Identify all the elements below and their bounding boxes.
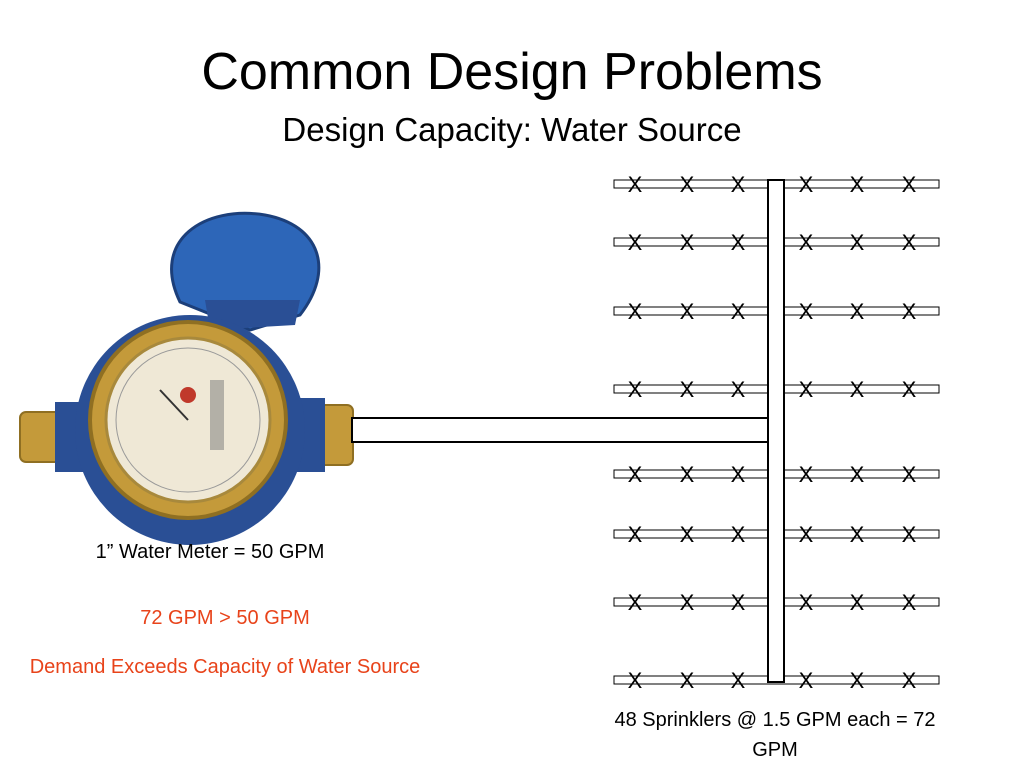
- sprinkler-head-marker: X: [902, 172, 917, 197]
- sprinkler-head-marker: X: [680, 522, 695, 547]
- sprinkler-head-marker: X: [731, 377, 746, 402]
- meter-capacity-label: 1” Water Meter = 50 GPM: [95, 541, 325, 563]
- demand-comparison: 72 GPM > 50 GPM: [140, 607, 310, 629]
- sprinkler-head-marker: X: [680, 462, 695, 487]
- demand-conclusion: Demand Exceeds Capacity of Water Source: [29, 656, 421, 678]
- sprinkler-head-marker: X: [628, 590, 643, 615]
- water-meter-image: [19, 211, 354, 545]
- sprinkler-head-marker: X: [731, 230, 746, 255]
- sprinkler-head-marker: X: [799, 230, 814, 255]
- sprinkler-grid: X X X X X X X X X X X X X X X X X X X X X X X X X X X X X X X X X X X X X X X X…: [613, 172, 940, 693]
- sprinkler-head-marker: X: [628, 230, 643, 255]
- sprinkler-head-marker: X: [902, 590, 917, 615]
- sprinkler-head-marker: X: [902, 462, 917, 487]
- sprinkler-head-marker: X: [680, 172, 695, 197]
- sprinkler-head-marker: X: [850, 230, 865, 255]
- sprinkler-head-marker: X: [850, 172, 865, 197]
- sprinkler-head-marker: X: [628, 299, 643, 324]
- sprinkler-head-marker: X: [731, 668, 746, 693]
- sprinkler-head-marker: X: [799, 172, 814, 197]
- sprinkler-head-marker: X: [850, 522, 865, 547]
- sprinkler-head-marker: X: [850, 299, 865, 324]
- sprinkler-head-marker: X: [628, 462, 643, 487]
- cross-main-riser: [767, 179, 785, 683]
- sprinkler-head-marker: X: [680, 377, 695, 402]
- sprinkler-head-marker: X: [799, 522, 814, 547]
- main-feed-pipe: [351, 417, 769, 443]
- sprinkler-head-marker: X: [628, 377, 643, 402]
- sprinkler-head-marker: X: [850, 590, 865, 615]
- sprinkler-head-marker: X: [799, 668, 814, 693]
- sprinkler-head-marker: X: [731, 172, 746, 197]
- sprinkler-head-marker: X: [628, 668, 643, 693]
- sprinkler-head-marker: X: [731, 590, 746, 615]
- sprinkler-head-marker: X: [902, 230, 917, 255]
- sprinkler-head-marker: X: [902, 668, 917, 693]
- sprinkler-head-marker: X: [731, 299, 746, 324]
- sprinkler-head-marker: X: [628, 522, 643, 547]
- sprinkler-head-marker: X: [850, 668, 865, 693]
- sprinkler-head-marker: X: [680, 230, 695, 255]
- sprinkler-head-marker: X: [902, 522, 917, 547]
- sprinkler-head-marker: X: [850, 377, 865, 402]
- slide-title: Common Design Problems: [201, 43, 823, 101]
- sprinkler-head-marker: X: [799, 299, 814, 324]
- sprinkler-head-marker: X: [850, 462, 865, 487]
- slide-subtitle: Design Capacity: Water Source: [282, 111, 742, 148]
- sprinkler-head-marker: X: [680, 299, 695, 324]
- sprinkler-head-marker: X: [902, 299, 917, 324]
- sprinkler-head-marker: X: [902, 377, 917, 402]
- sprinkler-head-marker: X: [799, 590, 814, 615]
- sprinkler-head-marker: X: [680, 590, 695, 615]
- sprinkler-head-marker: X: [799, 462, 814, 487]
- sprinkler-head-marker: X: [731, 462, 746, 487]
- sprinkler-head-marker: X: [731, 522, 746, 547]
- sprinkler-demand-label: 48 Sprinklers @ 1.5 GPM each = 72 GPM: [614, 709, 936, 761]
- sprinkler-head-marker: X: [680, 668, 695, 693]
- sprinkler-head-marker: X: [799, 377, 814, 402]
- sprinkler-head-marker: X: [628, 172, 643, 197]
